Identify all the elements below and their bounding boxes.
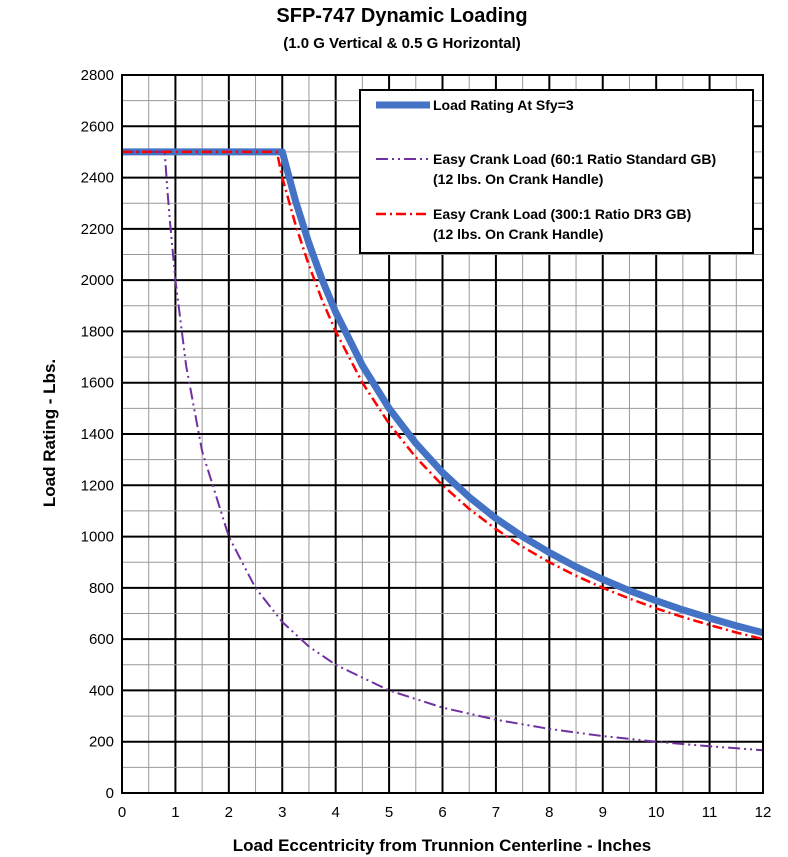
y-tick-label: 2400	[81, 170, 114, 187]
chart-title: SFP-747 Dynamic Loading	[276, 5, 527, 27]
y-tick-label: 2200	[81, 221, 114, 238]
legend-box	[359, 89, 754, 254]
y-tick-label: 1400	[81, 426, 114, 443]
x-tick-label: 7	[492, 804, 500, 821]
x-tick-label: 2	[225, 804, 233, 821]
series-layer	[122, 148, 764, 752]
x-tick-label: 3	[278, 804, 286, 821]
y-tick-label: 2800	[81, 67, 114, 84]
x-tick-label: 5	[385, 804, 393, 821]
y-tick-label: 2000	[81, 272, 114, 289]
plot-frame	[121, 74, 764, 794]
series-easy-crank-300-line	[122, 150, 764, 641]
y-tick-label: 1600	[81, 375, 114, 392]
y-tick-label: 1800	[81, 323, 114, 340]
x-tick-label: 6	[438, 804, 446, 821]
y-tick-label: 800	[89, 580, 114, 597]
x-tick-label: 1	[171, 804, 179, 821]
y-tick-label: 400	[89, 682, 114, 699]
y-tick-label: 200	[89, 734, 114, 751]
legend-label: Easy Crank Load (300:1 Ratio DR3 GB) (12 …	[433, 206, 691, 242]
y-tick-label: 2600	[81, 118, 114, 135]
x-tick-label: 11	[702, 804, 718, 821]
chart-subtitle: (1.0 G Vertical & 0.5 G Horizontal)	[283, 35, 521, 52]
legend-label: Easy Crank Load (60:1 Ratio Standard GB)…	[433, 151, 716, 187]
y-tick-label: 1200	[81, 477, 114, 494]
x-tick-label: 8	[545, 804, 553, 821]
x-tick-label: 12	[755, 804, 772, 821]
y-tick-label: 600	[89, 631, 114, 648]
x-tick-label: 0	[118, 804, 126, 821]
x-tick-label: 9	[599, 804, 607, 821]
y-tick-label: 0	[106, 785, 114, 802]
legend: Load Rating At Sfy=3 Easy Crank Load (60:…	[359, 89, 754, 254]
legend-label: Load Rating At Sfy=3	[433, 97, 574, 113]
series-easy-crank-60-line	[122, 150, 764, 752]
x-tick-label: 4	[331, 804, 339, 821]
series-load-rating-line	[122, 148, 764, 637]
x-tick-label: 10	[648, 804, 665, 821]
y-tick-label: 1000	[81, 529, 114, 546]
y-axis-title: Load Rating - Lbs.	[40, 359, 59, 507]
tick-labels: 0 1 2 3 4 5 6 7 8 9 10 11 12020040060080010001200140…	[81, 67, 772, 821]
x-axis-title: Load Eccentricity from Trunnion Centerli…	[233, 836, 651, 855]
